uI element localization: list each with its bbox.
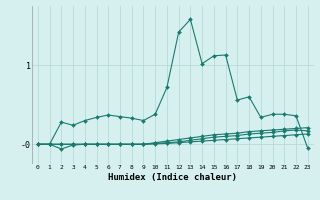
X-axis label: Humidex (Indice chaleur): Humidex (Indice chaleur) bbox=[108, 173, 237, 182]
